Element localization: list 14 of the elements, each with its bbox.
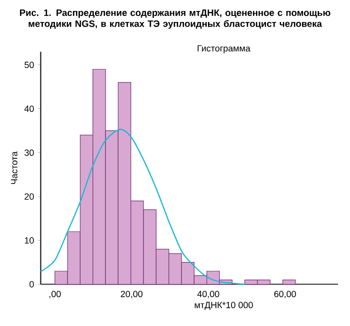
y-tick-label: 30	[24, 149, 34, 156]
x-tick-label: 20,00	[120, 290, 142, 298]
chart-title: Рис. 1. Распределение содержания мтДНК, оцененное с помощью методики NGS, в клетках ТЭ эуплоидных бластоцист человека	[20, 10, 330, 29]
y-tick-label: 20	[24, 193, 34, 200]
y-tick-label: 10	[24, 237, 34, 244]
y-tick-label: 50	[24, 62, 34, 68]
x-tick-label: 60,00	[274, 290, 296, 298]
y-axis-title: Частота	[11, 151, 18, 184]
x-axis-title: мтДНК*10 000	[194, 302, 253, 310]
y-tick-label: 40	[24, 106, 34, 112]
x-tick-label: 40,00	[197, 290, 220, 298]
chart-subtitle: Гистограмма	[198, 45, 250, 54]
y-tick-label: 0	[30, 281, 34, 288]
x-tick-label: ,00	[49, 290, 61, 298]
